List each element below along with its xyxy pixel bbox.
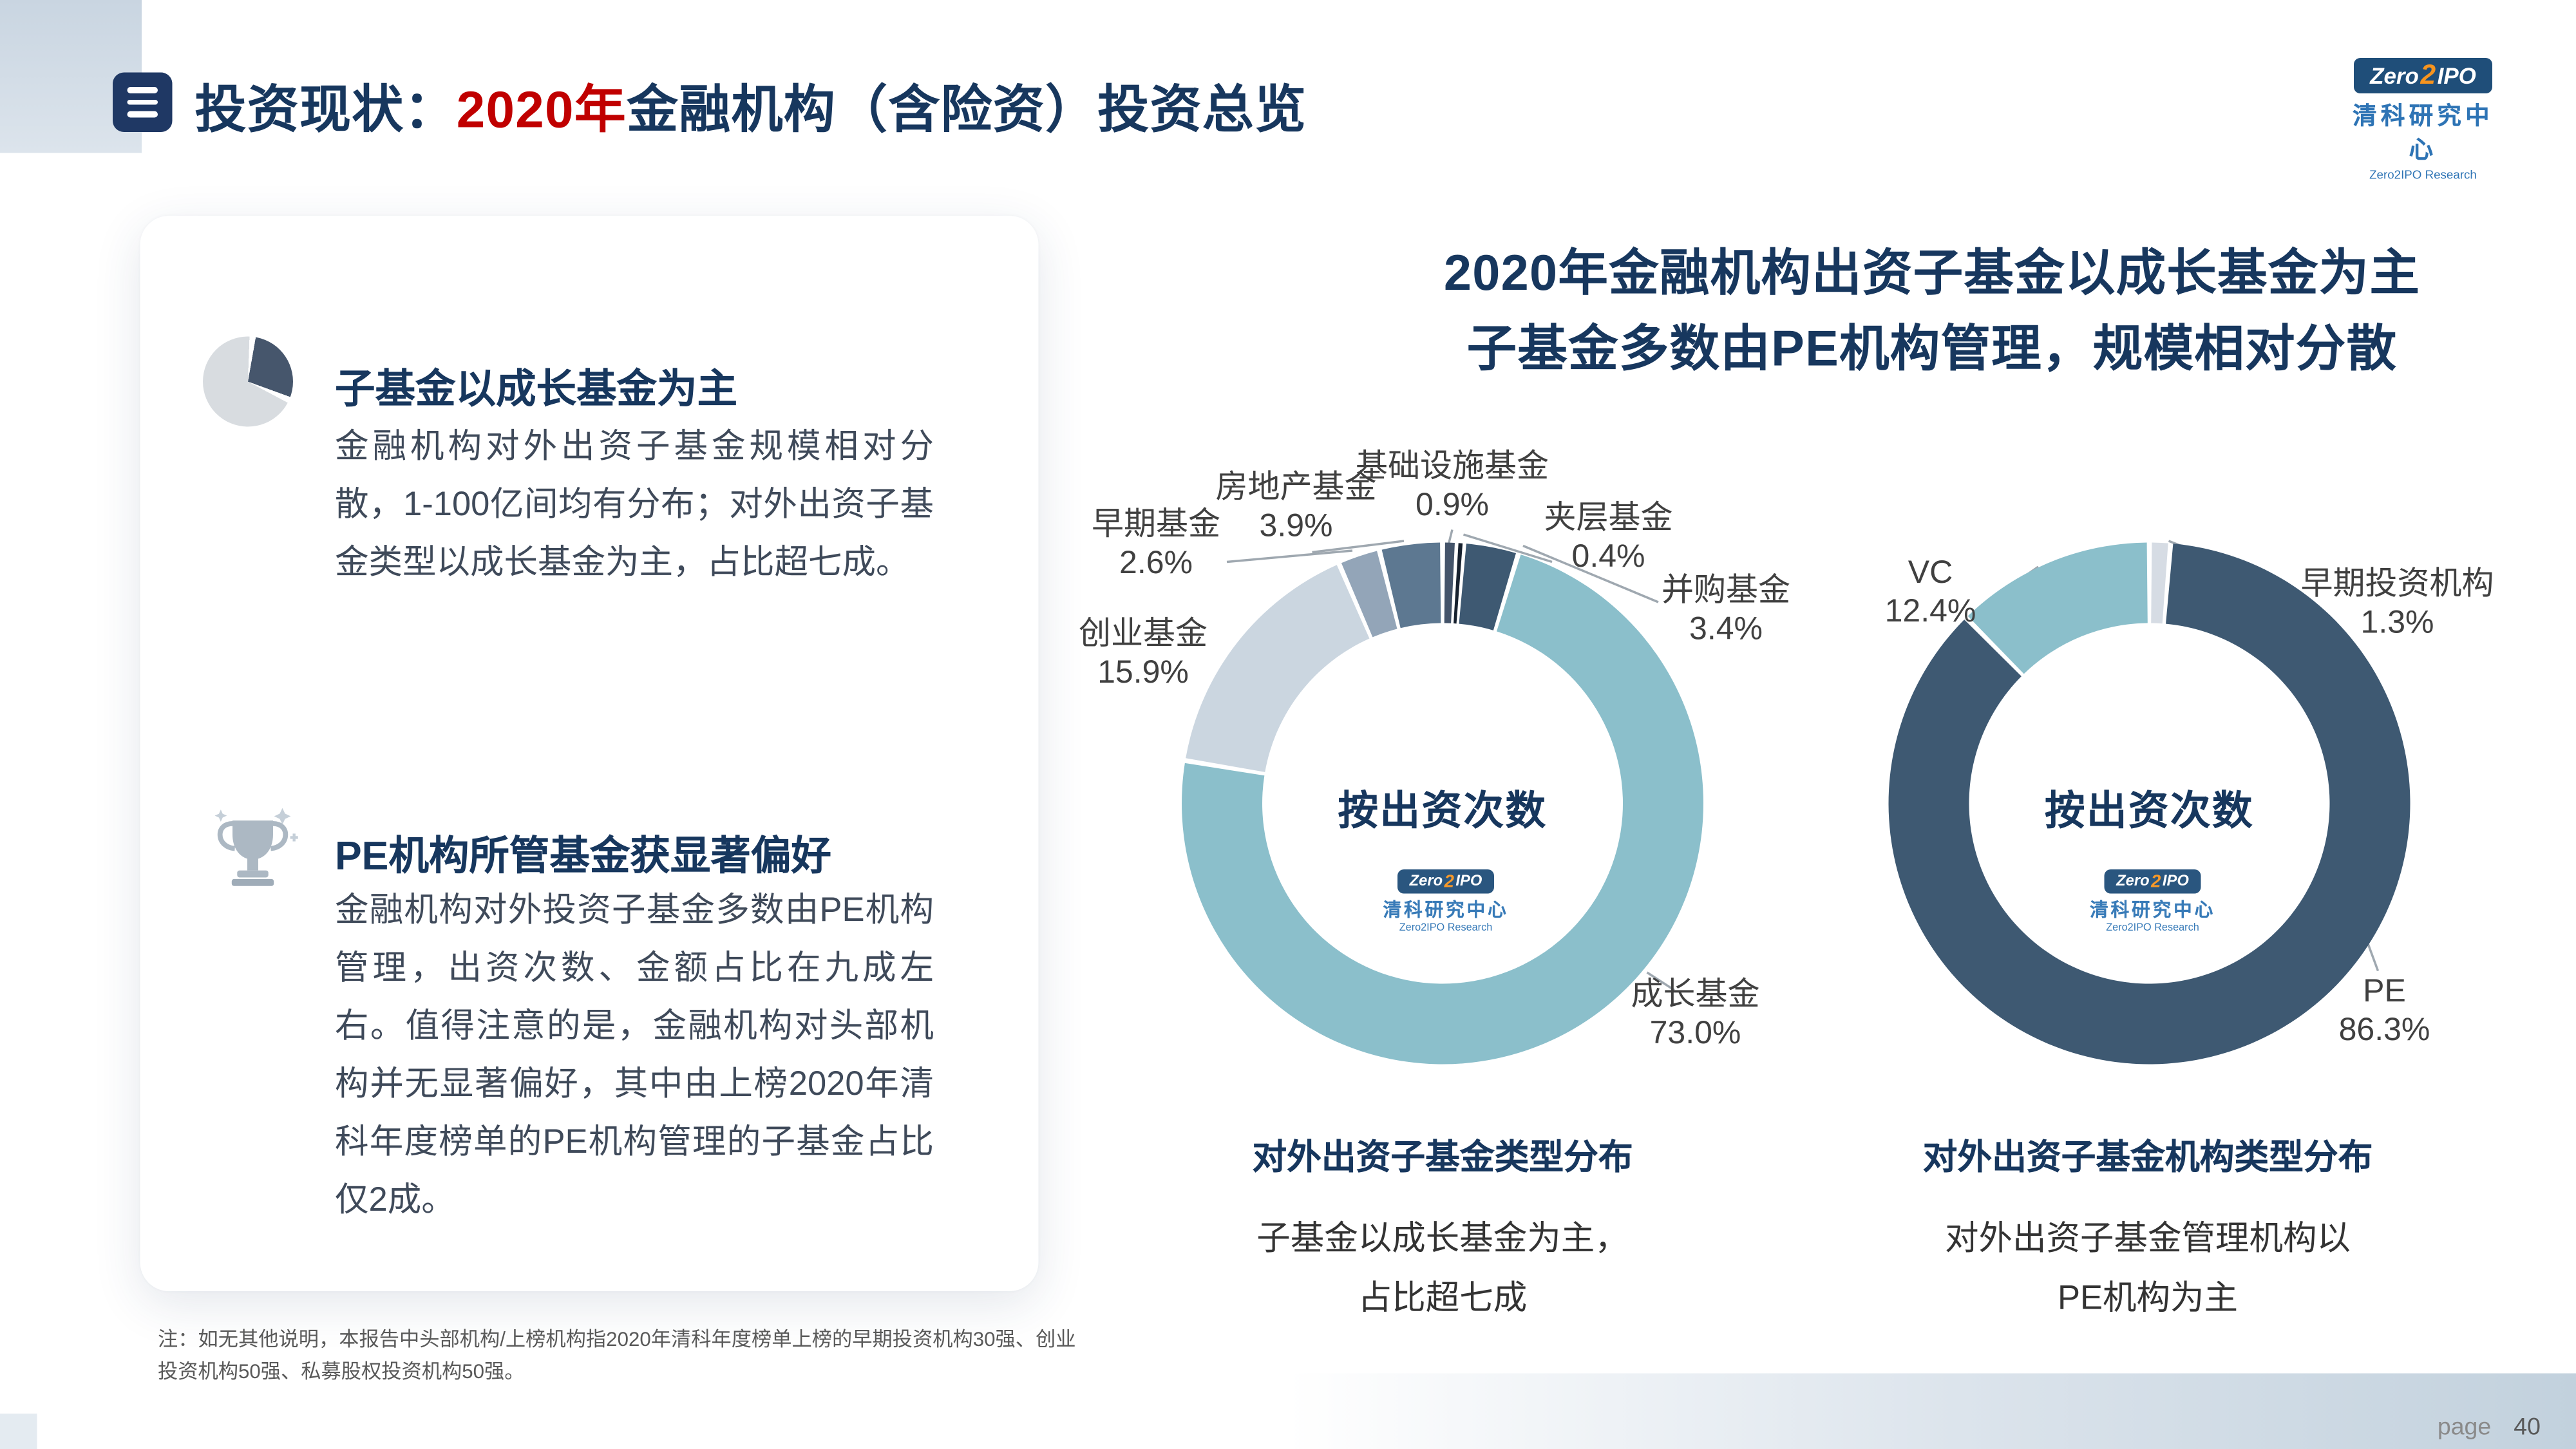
donut-segment bbox=[1444, 542, 1455, 623]
segment-label: VC 12.4% bbox=[1884, 555, 1976, 630]
bottom-left-chip bbox=[0, 1414, 37, 1449]
chart-caption-left: 对外出资子基金类型分布 bbox=[1252, 1138, 1633, 1177]
zero2ipo-logo: Zero 2 IPO 清科研究中心 Zero2IPO Research bbox=[2343, 58, 2504, 182]
card-body-1: 金融机构对外出资子基金规模相对分散，1-100亿间均有分布；对外出资子基金类型以… bbox=[335, 428, 934, 582]
logo-zero: Zero bbox=[2370, 62, 2419, 89]
donut-segment bbox=[1186, 565, 1370, 772]
headline-line1: 2020年金融机构出资子基金以成长基金为主 bbox=[1443, 245, 2421, 301]
chart-subcaption-right: 对外出资子基金管理机构以 PE机构为主 bbox=[1945, 1220, 2351, 1317]
segment-label: PE 86.3% bbox=[2338, 974, 2430, 1048]
segment-label: 创业基金 15.9% bbox=[1079, 616, 1208, 691]
donut-center-label-left: 按出资次数 bbox=[1338, 789, 1548, 834]
bottom-gradient-band bbox=[0, 1373, 2576, 1449]
donut-segment bbox=[1967, 542, 2148, 674]
segment-label: 基础设施基金 0.9% bbox=[1356, 449, 1549, 524]
logo-two: 2 bbox=[2420, 59, 2436, 91]
title-year-highlight: 2020年 bbox=[456, 80, 627, 138]
donut-chart-manager-type bbox=[1888, 542, 2410, 1065]
watermark-logo-mark: Zero 2 IPO bbox=[2104, 869, 2201, 894]
logo-ipo: IPO bbox=[2437, 62, 2476, 89]
logo-en-name: Zero2IPO Research bbox=[2369, 167, 2477, 182]
segment-label: 成长基金 73.0% bbox=[1631, 977, 1760, 1052]
page-title: 投资现状：2020年金融机构（含险资）投资总览 bbox=[195, 70, 1307, 144]
chart-headline: 2020年金融机构出资子基金以成长基金为主 子基金多数由PE机构管理，规模相对分… bbox=[1288, 235, 2576, 386]
donut-segment bbox=[2151, 542, 2168, 624]
card-heading-2: PE机构所管基金获显著偏好 bbox=[335, 834, 831, 879]
trophy-icon bbox=[214, 808, 298, 886]
watermark-logo-mark: Zero 2 IPO bbox=[1397, 869, 1494, 894]
title-prefix: 投资现状： bbox=[194, 80, 457, 138]
donut-segment bbox=[1454, 543, 1463, 624]
segment-label: 早期基金 2.6% bbox=[1092, 507, 1220, 582]
card-body-2: 金融机构对外投资子基金多数由PE机构管理，出资次数、金额占比在九成左右。值得注意… bbox=[335, 892, 934, 1219]
donut-segment bbox=[1341, 551, 1397, 638]
pie-chart-icon bbox=[203, 336, 293, 427]
donut-segment bbox=[1888, 544, 2410, 1065]
segment-label: 早期投资机构 1.3% bbox=[2300, 567, 2494, 641]
segment-label: 并购基金 3.4% bbox=[1662, 573, 1790, 647]
logo-cn-name: 清科研究中心 bbox=[2353, 103, 2494, 164]
page-number: page 40 bbox=[2437, 1414, 2541, 1441]
donut-segment bbox=[1182, 554, 1704, 1065]
list-icon bbox=[113, 72, 173, 132]
chart-caption-right: 对外出资子基金机构类型分布 bbox=[1922, 1138, 2373, 1177]
card-heading-1: 子基金以成长基金为主 bbox=[335, 367, 738, 412]
donut-chart-fund-type bbox=[1182, 542, 1704, 1065]
zero2ipo-logo-mark: Zero 2 IPO bbox=[2354, 58, 2492, 93]
footnote: 注：如无其他说明，本报告中头部机构/上榜机构指2020年清科年度榜单上榜的早期投… bbox=[158, 1328, 1076, 1383]
segment-label: 夹层基金 0.4% bbox=[1544, 500, 1673, 575]
headline-line2: 子基金多数由PE机构管理，规模相对分散 bbox=[1466, 320, 2398, 377]
donut-center-label-right: 按出资次数 bbox=[2044, 789, 2254, 834]
donut-segment bbox=[1381, 542, 1441, 629]
donut-segment bbox=[1459, 544, 1517, 630]
zero2ipo-watermark-left: Zero 2 IPO 清科研究中心 Zero2IPO Research bbox=[1349, 869, 1542, 934]
segment-label: 房地产基金 3.9% bbox=[1215, 470, 1377, 544]
zero2ipo-watermark-right: Zero 2 IPO 清科研究中心 Zero2IPO Research bbox=[2056, 869, 2249, 934]
title-suffix: 金融机构（含险资）投资总览 bbox=[627, 80, 1307, 138]
chart-subcaption-left: 子基金以成长基金为主， 占比超七成 bbox=[1256, 1220, 1629, 1317]
